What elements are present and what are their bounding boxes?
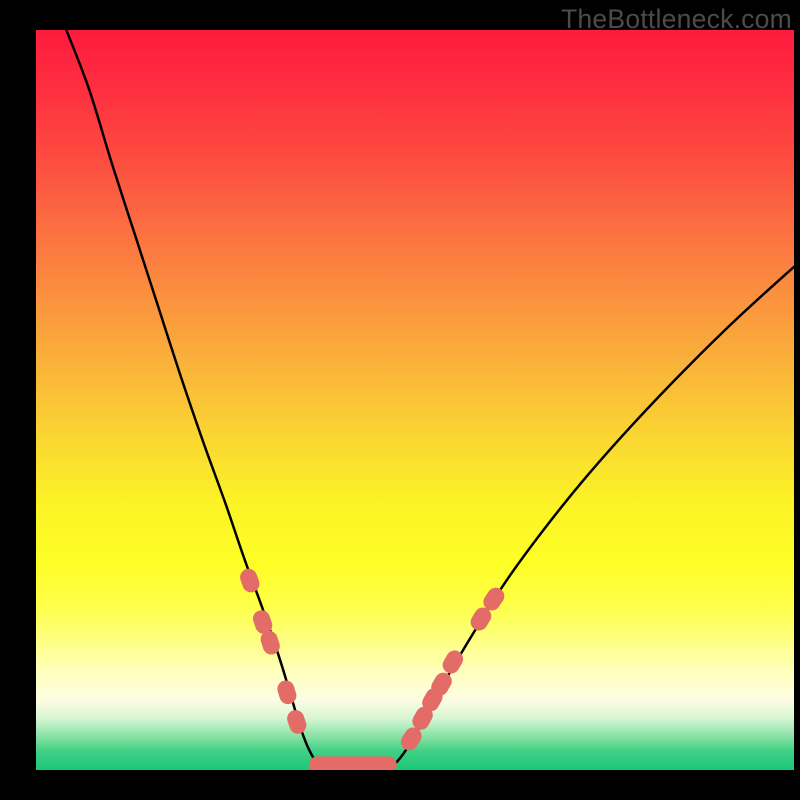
marker-capsule xyxy=(275,678,298,706)
v-curve xyxy=(66,30,794,768)
watermark-text: TheBottleneck.com xyxy=(561,4,792,35)
marker-capsule xyxy=(285,708,309,736)
plot-area xyxy=(36,30,794,770)
marker-capsule xyxy=(238,566,262,594)
marker-capsule xyxy=(309,756,397,770)
curve-layer xyxy=(36,30,794,770)
